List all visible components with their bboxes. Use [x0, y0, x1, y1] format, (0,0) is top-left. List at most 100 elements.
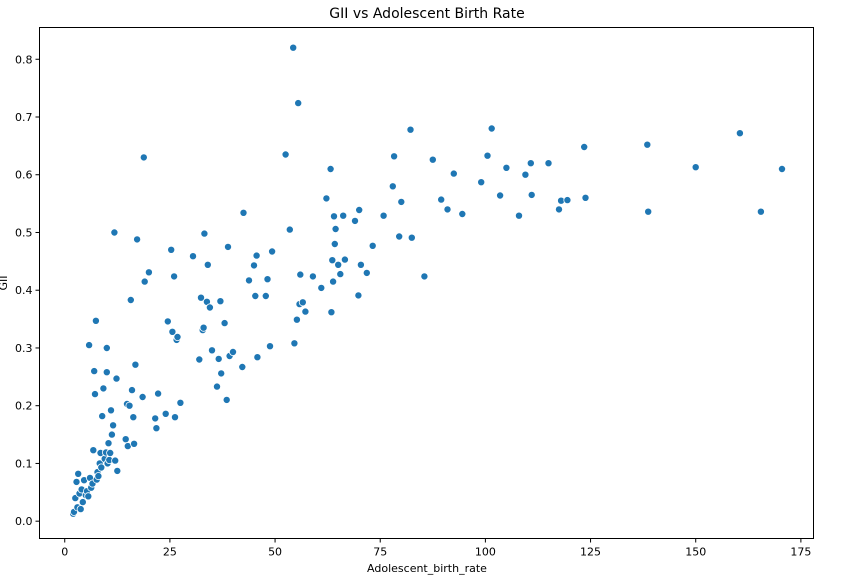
data-point [477, 178, 486, 187]
chart-title: GII vs Adolescent Birth Rate [329, 6, 524, 22]
data-point [216, 297, 225, 306]
y-tick-label: 0.2 [15, 400, 33, 413]
y-tick-label: 0.0 [15, 515, 33, 528]
data-point [125, 401, 134, 410]
data-point [515, 211, 524, 220]
data-point [354, 291, 363, 300]
data-point [329, 277, 338, 286]
data-point [292, 315, 301, 324]
data-point [289, 43, 298, 52]
data-point [308, 272, 317, 281]
data-point [301, 307, 310, 316]
data-point [526, 159, 535, 168]
data-point [109, 421, 118, 430]
data-point [102, 368, 111, 377]
data-point [420, 272, 429, 281]
data-point [298, 298, 307, 307]
data-point [85, 341, 94, 350]
x-axis-ticks: 0 25 50 75 100 125 150 175 [61, 538, 811, 559]
data-point [644, 207, 653, 216]
data-point [207, 346, 216, 355]
data-point [778, 164, 787, 173]
data-point [188, 252, 197, 261]
data-point [563, 196, 572, 205]
data-point [91, 390, 100, 399]
data-point [104, 439, 113, 448]
data-point [151, 414, 160, 423]
data-point [368, 241, 377, 250]
data-point [756, 207, 765, 216]
data-point [84, 492, 93, 501]
data-point [139, 153, 148, 162]
data-point [326, 164, 335, 173]
data-point [161, 409, 170, 418]
data-point [252, 251, 261, 260]
data-point [217, 369, 226, 378]
data-point [106, 448, 115, 457]
data-point [496, 191, 505, 200]
data-points [69, 43, 787, 518]
data-point [555, 205, 564, 214]
data-point [265, 342, 274, 351]
data-point [199, 323, 208, 332]
data-point [195, 355, 204, 364]
data-point [76, 505, 85, 514]
data-point [544, 159, 553, 168]
data-point [94, 472, 103, 481]
data-point [90, 367, 99, 376]
data-point [483, 151, 492, 160]
data-point [580, 142, 589, 151]
data-point [228, 347, 237, 356]
x-axis-label: Adolescent_birth_rate [367, 562, 487, 575]
data-point [223, 242, 232, 251]
data-point [91, 316, 100, 325]
data-point [121, 435, 130, 444]
data-point [362, 268, 371, 277]
data-point [458, 209, 467, 218]
data-point [163, 317, 172, 326]
y-tick-label: 0.8 [15, 53, 33, 66]
data-point [212, 382, 221, 391]
data-point [168, 327, 177, 336]
data-point [290, 339, 299, 348]
data-point [239, 208, 248, 217]
data-point [407, 233, 416, 242]
data-point [261, 291, 270, 300]
data-point [487, 124, 496, 133]
data-point [170, 272, 179, 281]
plot-frame [39, 27, 814, 539]
data-point [328, 256, 337, 265]
data-point [129, 413, 138, 422]
y-tick-label: 0.6 [15, 169, 33, 182]
data-point [249, 261, 258, 270]
data-point [126, 295, 135, 304]
data-point [395, 232, 404, 241]
data-point [97, 463, 106, 472]
data-point [167, 245, 176, 254]
data-point [296, 270, 305, 279]
data-point [107, 406, 116, 415]
data-point [449, 169, 458, 178]
data-point [331, 224, 340, 233]
data-point [133, 235, 142, 244]
data-point [397, 197, 406, 206]
y-tick-label: 0.1 [15, 457, 33, 470]
y-tick-label: 0.7 [15, 111, 33, 124]
data-point [251, 291, 260, 300]
data-point [437, 195, 446, 204]
data-point [99, 384, 108, 393]
data-point [294, 99, 303, 108]
data-point [220, 319, 229, 328]
data-point [244, 276, 253, 285]
data-point [176, 398, 185, 407]
data-point [268, 247, 277, 256]
x-tick-label: 150 [685, 546, 706, 559]
x-tick-label: 75 [373, 546, 387, 559]
data-point [355, 205, 364, 214]
data-point [406, 125, 415, 134]
data-point [203, 260, 212, 269]
x-tick-label: 0 [61, 546, 68, 559]
y-axis-ticks: 0.0 0.1 0.2 0.3 0.4 0.5 0.6 0.7 0.8 [15, 53, 40, 528]
y-tick-label: 0.5 [15, 226, 33, 239]
